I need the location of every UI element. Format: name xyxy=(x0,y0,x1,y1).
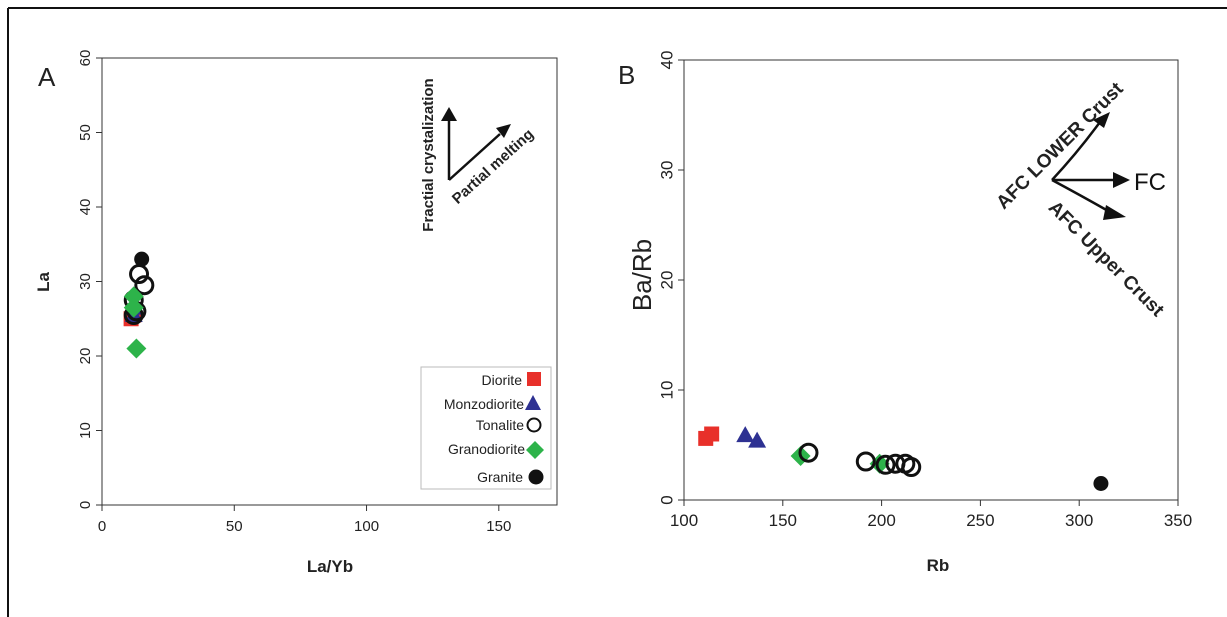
panel-b-x-ticks: 100 150 200 250 300 350 xyxy=(670,500,1192,530)
panel-b: B Rb Ba/Rb 100 150 200 250 300 350 010203040 … xyxy=(618,51,1192,575)
panel-a-y-ticks: 0 10 20 30 40 50 60 xyxy=(77,50,102,509)
panel-b-x-tick-label: 150 xyxy=(769,511,797,530)
panel-a-point-granodiorite xyxy=(126,338,147,359)
panel-a-x-axis-label: La/Yb xyxy=(307,557,353,576)
panel-b-x-tick-label: 300 xyxy=(1065,511,1093,530)
panel-b-y-ticks: 0 10 20 30 40 xyxy=(657,51,684,505)
panel-a-y-tick-label: 40 xyxy=(77,199,94,216)
panel-b-y-tick-label: 0 xyxy=(657,495,676,504)
panel-a-y-tick-label: 60 xyxy=(77,50,94,67)
panel-a-points xyxy=(123,251,155,359)
panel-b-y-tick-label: 20 xyxy=(657,271,676,290)
panel-a-x-ticks: 0 50 100 150 xyxy=(98,505,511,535)
panel-a-point-granite xyxy=(134,251,150,267)
fractional-crystallization-arrowhead xyxy=(441,107,457,121)
panel-b-point-tonalite xyxy=(901,457,922,477)
panel-a-legend: Diorite Monzodiorite Tonalite Granodiori… xyxy=(420,366,552,490)
afc-lower-crust-arrow xyxy=(1051,121,1102,181)
panel-b-point-monzodiorite xyxy=(736,426,755,443)
panel-a-point-granodiorite xyxy=(123,297,144,318)
panel-b-x-axis-label: Rb xyxy=(927,556,950,575)
partial-melting-arrow xyxy=(448,133,501,181)
legend-label-monzodiorite: Monzodiorite xyxy=(444,396,524,412)
panel-a-y-tick-label: 0 xyxy=(77,501,94,509)
panel-a-y-tick-label: 20 xyxy=(77,348,94,365)
fc-arrowhead xyxy=(1113,172,1130,188)
panel-a-x-tick-label: 150 xyxy=(486,518,511,535)
panel-a-y-tick-label: 30 xyxy=(77,273,94,290)
panel-a: A La/Yb La 0 50 100 150 0 10 20 30 40 50 60 Fract… xyxy=(34,50,558,576)
panel-a-x-tick-label: 0 xyxy=(98,518,106,535)
afc-lower-crust-label: AFC LOWER Crust xyxy=(993,78,1128,213)
panel-a-x-tick-label: 50 xyxy=(226,518,243,535)
legend-marker-monzodiorite xyxy=(525,395,541,410)
legend-marker-tonalite xyxy=(526,417,542,433)
panel-b-x-tick-label: 200 xyxy=(867,511,895,530)
fc-label: FC xyxy=(1134,169,1166,196)
panel-b-point-tonalite xyxy=(798,442,819,463)
afc-lower-crust-arrowhead xyxy=(1093,112,1110,128)
legend-label-diorite: Diorite xyxy=(482,372,523,388)
panel-b-point-tonalite xyxy=(855,451,876,472)
panel-a-x-tick-label: 100 xyxy=(354,518,379,535)
partial-melting-arrowhead xyxy=(496,124,511,138)
legend-label-granodiorite: Granodiorite xyxy=(448,441,525,457)
afc-upper-crust-arrow xyxy=(1051,178,1111,214)
panel-b-y-axis-label: Ba/Rb xyxy=(627,239,657,311)
legend-label-tonalite: Tonalite xyxy=(476,417,524,433)
panel-a-label: A xyxy=(38,62,56,92)
panel-b-point-tonalite xyxy=(875,454,896,475)
panel-b-x-tick-label: 100 xyxy=(670,511,698,530)
legend-marker-diorite xyxy=(527,372,541,386)
panel-b-x-tick-label: 250 xyxy=(966,511,994,530)
legend-marker-granite xyxy=(528,469,544,485)
panel-a-point-granodiorite xyxy=(123,286,144,307)
panel-b-point-monzodiorite xyxy=(748,431,767,448)
legend-marker-granodiorite xyxy=(526,441,544,459)
panel-a-y-tick-label: 50 xyxy=(77,124,94,141)
panel-b-y-tick-label: 30 xyxy=(657,161,676,180)
legend-label-granite: Granite xyxy=(477,469,523,485)
panel-b-points xyxy=(698,426,1109,491)
panel-b-label: B xyxy=(618,60,635,90)
panel-a-y-tick-label: 10 xyxy=(77,422,94,439)
panel-a-process-arrows: Fractial crystalization Partial melting xyxy=(420,78,537,231)
afc-upper-crust-arrowhead xyxy=(1103,205,1126,220)
panel-b-point-diorite xyxy=(704,426,720,442)
panel-b-afc-vectors: FC AFC LOWER Crust AFC Upper Crust xyxy=(993,78,1169,321)
panel-a-y-axis-label: La xyxy=(34,272,53,292)
fractional-crystallization-label: Fractial crystalization xyxy=(420,78,437,231)
panel-b-y-tick-label: 40 xyxy=(657,51,676,70)
panel-b-x-tick-label: 350 xyxy=(1164,511,1192,530)
panel-b-y-tick-label: 10 xyxy=(657,381,676,400)
panel-a-point-tonalite xyxy=(134,275,155,296)
panel-b-point-granite xyxy=(1093,476,1109,491)
